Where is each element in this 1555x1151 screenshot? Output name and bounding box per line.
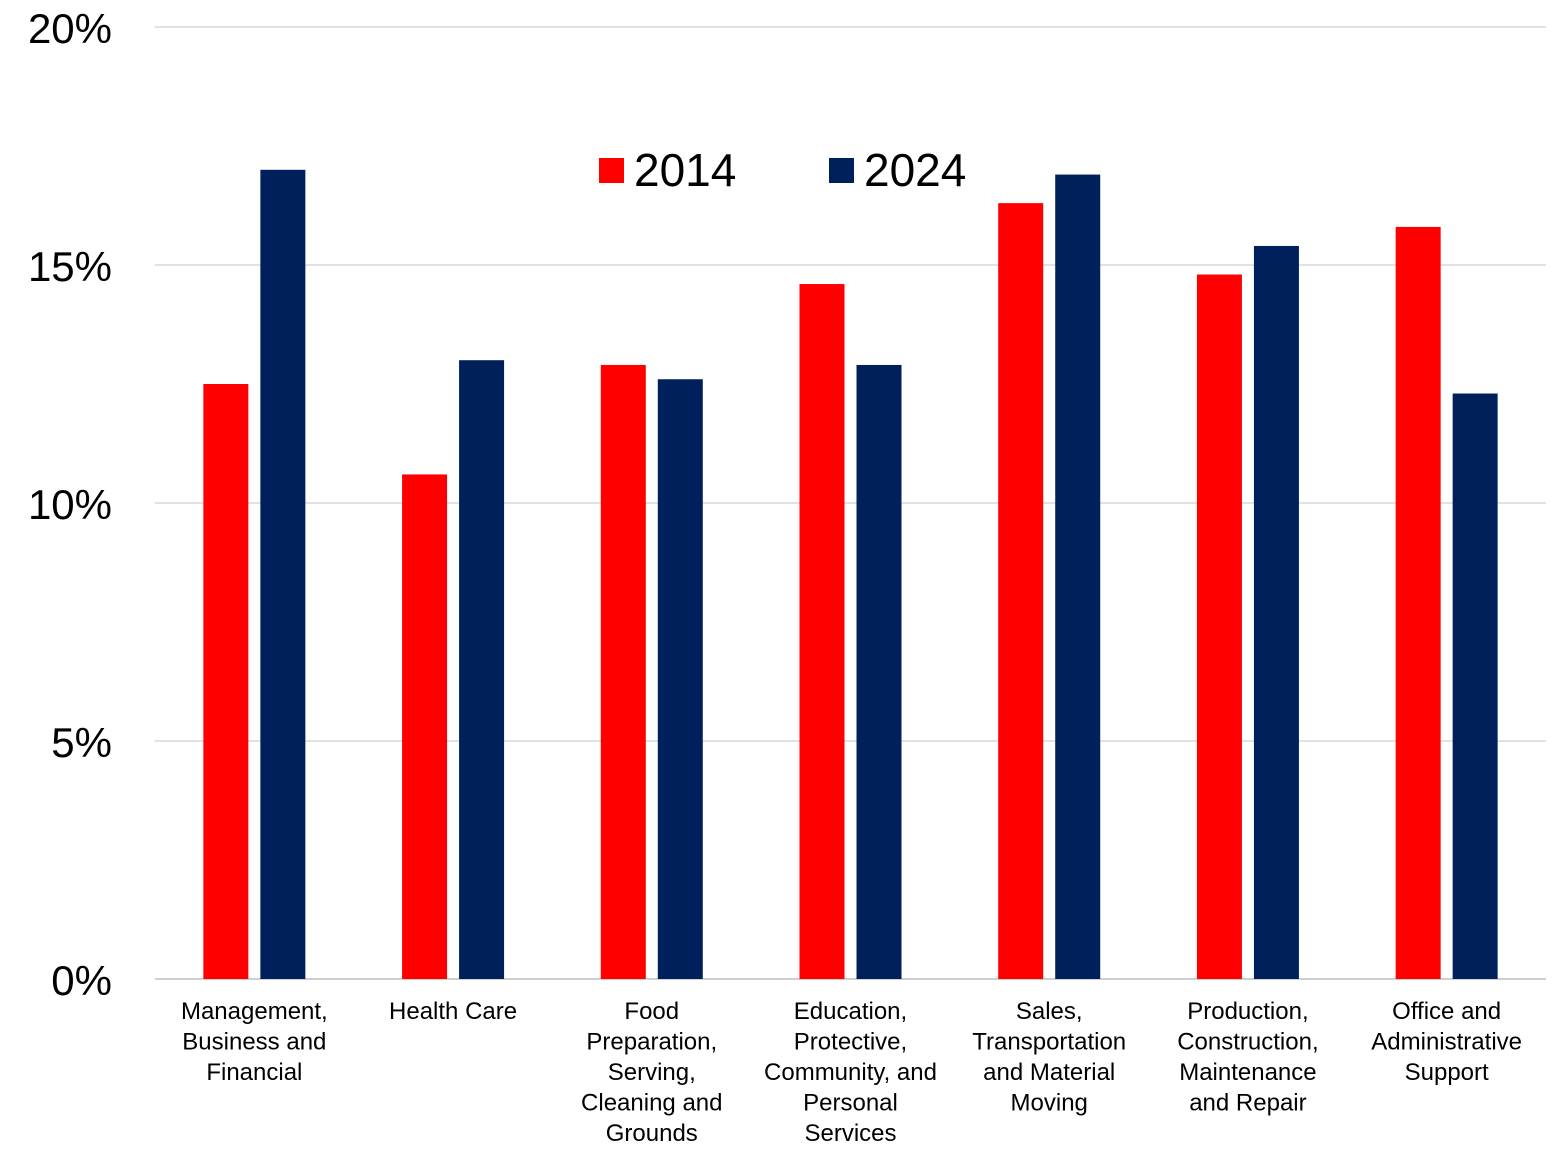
bar-2024 (459, 360, 505, 979)
bar-2014 (998, 203, 1044, 979)
x-tick-label: Management, Business and Financial (181, 998, 328, 1086)
y-tick-label: 0% (51, 957, 112, 1004)
x-tick-label-line: Office and (1392, 998, 1501, 1025)
x-tick-label: Sales, Transportation and Material Moving (972, 998, 1126, 1117)
legend-label-2014: 2014 (634, 144, 736, 196)
x-tick-label-line: and Material (983, 1059, 1115, 1086)
gridlines (155, 26, 1546, 980)
legend-swatch-2014 (599, 158, 624, 183)
y-tick-label: 15% (28, 243, 112, 290)
bar-2024 (856, 364, 902, 980)
y-tick-label: 20% (28, 5, 112, 52)
x-tick-label: Health Care (389, 998, 517, 1025)
legend-label-2024: 2024 (864, 144, 966, 196)
x-tick-label-line: Business and (182, 1029, 326, 1056)
x-tick-label-line: Administrative (1371, 1029, 1522, 1056)
x-tick-label-line: Personal (803, 1090, 898, 1117)
bar-2024 (1452, 393, 1498, 979)
x-tick-label-line: Food (624, 998, 679, 1025)
x-tick-label-line: Maintenance (1179, 1059, 1316, 1086)
x-tick-label-line: Preparation, (586, 1029, 717, 1056)
bars (203, 169, 1498, 980)
x-axis-labels: Management, Business and Financial Health C… (181, 998, 1522, 1147)
x-tick-label-line: and Repair (1189, 1090, 1306, 1117)
bar-2014 (600, 364, 646, 980)
x-tick-label-line: Cleaning and (581, 1090, 722, 1117)
x-tick-label-line: Community, and (764, 1059, 937, 1086)
x-tick-label-line: Support (1405, 1059, 1489, 1086)
legend-swatch-2024 (829, 158, 854, 183)
x-tick-label-line: Serving, (608, 1059, 696, 1086)
x-tick-label: Education, Protective, Community, and Perso… (764, 998, 937, 1146)
bar-2024 (260, 169, 306, 980)
x-tick-label-line: Transportation (972, 1029, 1126, 1056)
bar-2014 (1395, 226, 1441, 980)
bar-2024 (1253, 245, 1299, 979)
x-tick-label-line: Grounds (606, 1120, 698, 1146)
y-tick-label: 10% (28, 481, 112, 528)
x-tick-label: Production, Construction, Maintenance and R… (1177, 998, 1318, 1117)
legend: 2014 2024 (599, 144, 966, 196)
bar-2024 (1055, 174, 1101, 979)
x-tick-label-line: Financial (206, 1059, 302, 1086)
bar-2014 (402, 474, 448, 979)
y-tick-label: 5% (51, 719, 112, 766)
bar-2024 (657, 379, 703, 979)
x-tick-label: Office and Administrative Support (1371, 998, 1522, 1086)
x-tick-label-line: Management, (181, 998, 328, 1025)
x-tick-label: Food Preparation, Serving, Cleaning and Grou… (581, 998, 722, 1146)
x-tick-label-line: Moving (1011, 1090, 1088, 1117)
bar-2014 (799, 284, 845, 979)
x-tick-label-line: Sales, (1016, 998, 1083, 1025)
x-tick-label-line: Health Care (389, 998, 517, 1025)
x-tick-label-line: Construction, (1177, 1029, 1318, 1056)
x-tick-label-line: Services (804, 1120, 896, 1146)
bar-2014 (1196, 274, 1242, 979)
x-tick-label-line: Education, (794, 998, 907, 1025)
y-axis-ticks: 0% 5% 10% 15% 20% (28, 5, 112, 1004)
x-tick-label-line: Protective, (794, 1029, 907, 1056)
bar-2014 (203, 384, 249, 979)
x-tick-label-line: Production, (1187, 998, 1308, 1025)
